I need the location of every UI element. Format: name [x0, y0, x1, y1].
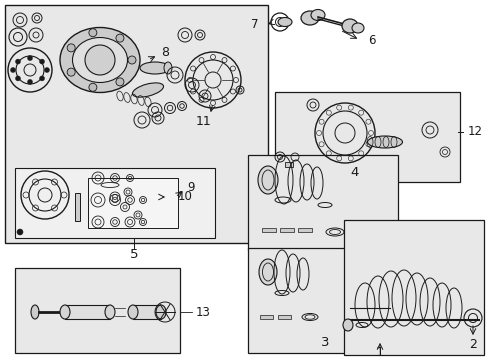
- Ellipse shape: [31, 305, 39, 319]
- Circle shape: [89, 83, 97, 91]
- Text: 11: 11: [196, 116, 211, 129]
- Bar: [75, 193, 80, 221]
- Bar: [274, 92, 459, 182]
- Ellipse shape: [105, 305, 115, 319]
- Ellipse shape: [140, 62, 170, 74]
- Bar: [247, 155, 397, 250]
- Text: 13: 13: [196, 306, 210, 319]
- Ellipse shape: [278, 18, 291, 27]
- Bar: [285, 162, 292, 167]
- Text: 9: 9: [186, 181, 194, 194]
- Bar: [15, 168, 215, 238]
- Ellipse shape: [367, 136, 402, 148]
- Circle shape: [27, 80, 32, 84]
- Circle shape: [10, 68, 16, 72]
- Circle shape: [67, 68, 75, 76]
- Ellipse shape: [156, 305, 165, 319]
- Bar: [15, 268, 180, 353]
- Text: 4: 4: [350, 166, 359, 180]
- Circle shape: [44, 68, 49, 72]
- Circle shape: [40, 76, 44, 81]
- Circle shape: [85, 45, 115, 75]
- Bar: [343, 220, 483, 355]
- Ellipse shape: [342, 319, 352, 331]
- Circle shape: [128, 56, 136, 64]
- Bar: [247, 248, 355, 353]
- Text: 6: 6: [367, 35, 375, 48]
- Ellipse shape: [60, 305, 70, 319]
- Text: 8: 8: [161, 46, 169, 59]
- Text: 3: 3: [320, 337, 328, 350]
- Ellipse shape: [132, 83, 163, 97]
- Ellipse shape: [341, 19, 357, 33]
- Text: 7: 7: [250, 18, 258, 31]
- Text: 2: 2: [468, 338, 476, 351]
- Circle shape: [116, 78, 123, 86]
- Ellipse shape: [60, 27, 140, 93]
- Text: 5: 5: [129, 248, 138, 261]
- Bar: [88, 178, 178, 228]
- Ellipse shape: [351, 23, 363, 33]
- Ellipse shape: [258, 166, 278, 194]
- Bar: [5, 5, 267, 243]
- Ellipse shape: [301, 11, 318, 25]
- Ellipse shape: [128, 305, 138, 319]
- Bar: [297, 228, 311, 232]
- Bar: [133, 305, 161, 319]
- Bar: [260, 315, 272, 319]
- Bar: [278, 315, 290, 319]
- Ellipse shape: [72, 37, 127, 82]
- Circle shape: [16, 76, 20, 81]
- Bar: [262, 228, 275, 232]
- Circle shape: [27, 55, 32, 60]
- Ellipse shape: [259, 259, 276, 285]
- Circle shape: [40, 59, 44, 64]
- Ellipse shape: [163, 62, 172, 74]
- Text: 10: 10: [178, 190, 192, 203]
- Text: 1: 1: [375, 346, 384, 360]
- Circle shape: [67, 44, 75, 52]
- Text: 12: 12: [467, 126, 482, 139]
- Circle shape: [89, 29, 97, 37]
- Bar: [65, 305, 110, 319]
- Circle shape: [16, 59, 20, 64]
- Bar: [280, 228, 293, 232]
- Circle shape: [17, 229, 23, 235]
- Ellipse shape: [310, 9, 325, 21]
- Circle shape: [116, 34, 123, 42]
